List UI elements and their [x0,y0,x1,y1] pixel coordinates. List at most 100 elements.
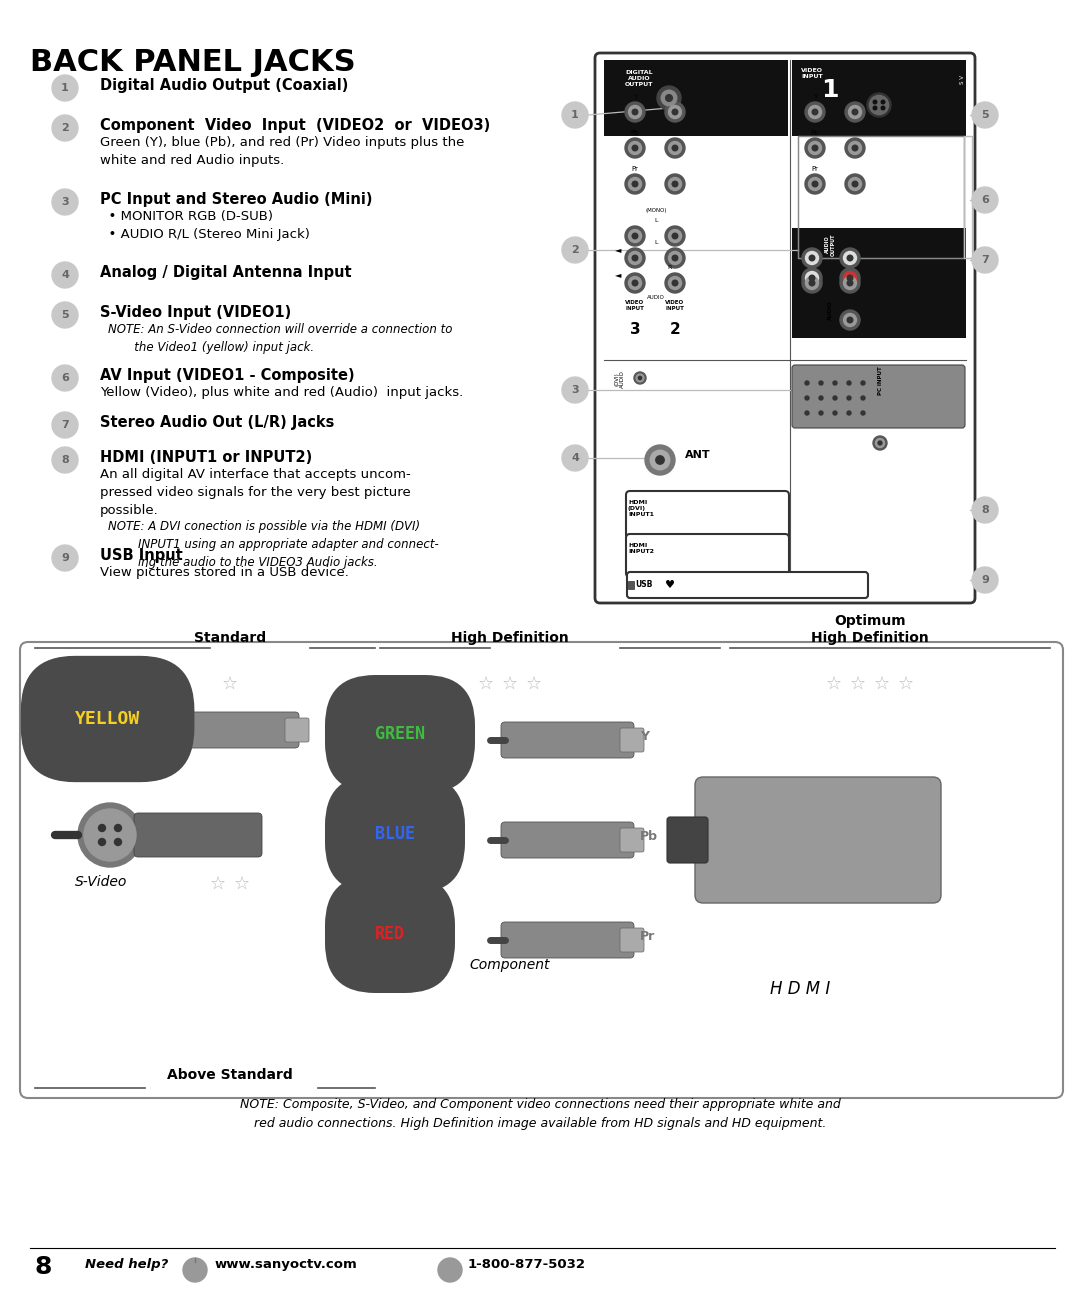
FancyBboxPatch shape [626,534,789,577]
Circle shape [672,256,678,261]
Circle shape [812,109,818,115]
Text: High Definition: High Definition [811,631,929,645]
Text: RED: RED [375,926,405,943]
Text: ☆: ☆ [234,874,251,893]
Text: Stereo Audio Out (L/R) Jacks: Stereo Audio Out (L/R) Jacks [100,416,335,430]
Circle shape [52,189,78,215]
Circle shape [812,146,818,151]
Circle shape [669,105,681,118]
Text: ☆: ☆ [850,675,866,694]
FancyBboxPatch shape [620,829,644,852]
Circle shape [78,804,141,867]
Text: ☆: ☆ [874,675,890,694]
Text: Y: Y [813,94,818,100]
Circle shape [672,281,678,286]
Circle shape [629,277,642,290]
Text: HDMI
INPUT2: HDMI INPUT2 [627,543,654,553]
Circle shape [845,102,865,122]
FancyBboxPatch shape [604,60,788,136]
Text: High Definition: High Definition [451,631,569,645]
Circle shape [845,138,865,159]
Circle shape [847,281,853,286]
Text: AUDIO
OUTPUT: AUDIO OUTPUT [825,233,836,256]
Circle shape [972,566,998,593]
Text: ◄: ◄ [615,245,621,254]
FancyBboxPatch shape [501,822,634,857]
FancyBboxPatch shape [156,712,299,749]
Circle shape [629,177,642,190]
Text: PC INPUT: PC INPUT [877,366,882,395]
Circle shape [809,177,822,190]
Circle shape [629,229,642,243]
Text: 1-800-877-5032: 1-800-877-5032 [468,1259,586,1270]
Text: 1: 1 [571,110,579,121]
Circle shape [802,248,822,267]
Text: 6: 6 [981,195,989,205]
Text: 2: 2 [670,323,680,337]
Text: USB: USB [635,579,652,589]
Text: Pr: Pr [632,166,638,172]
Circle shape [52,364,78,391]
Circle shape [840,309,860,330]
Circle shape [840,273,860,292]
Circle shape [847,412,851,416]
Circle shape [650,450,670,469]
Text: Optimum: Optimum [834,614,906,628]
Circle shape [632,256,638,261]
Text: AUDIO: AUDIO [827,300,833,320]
Circle shape [669,142,681,155]
Circle shape [632,233,638,239]
Text: HDMI
(DVI)
INPUT1: HDMI (DVI) INPUT1 [627,499,654,517]
Circle shape [52,75,78,101]
Text: 3: 3 [62,197,69,207]
Text: Standard: Standard [194,631,266,645]
Circle shape [809,275,814,281]
Text: 6: 6 [62,374,69,383]
Circle shape [52,115,78,142]
Text: AUDIO: AUDIO [647,295,665,300]
FancyBboxPatch shape [620,728,644,753]
Circle shape [669,229,681,243]
Circle shape [972,102,998,128]
Circle shape [665,174,685,194]
Text: (MONO): (MONO) [645,208,666,212]
Text: Green (Y), blue (Pb), and red (Pr) Video inputs plus the
white and red Audio inp: Green (Y), blue (Pb), and red (Pr) Video… [100,136,464,166]
Circle shape [52,447,78,473]
Circle shape [805,138,825,159]
Text: 8: 8 [62,455,69,465]
Text: Pr: Pr [811,166,819,172]
Text: H D M I: H D M I [770,981,831,998]
FancyBboxPatch shape [696,777,941,903]
Circle shape [843,277,856,290]
Circle shape [849,142,862,155]
Circle shape [52,412,78,438]
Circle shape [972,497,998,523]
Text: L: L [654,218,658,223]
Circle shape [657,87,681,110]
Text: S-Video Input (VIDEO1): S-Video Input (VIDEO1) [100,305,292,320]
Circle shape [809,256,814,261]
Text: BLUE: BLUE [375,825,415,843]
Text: ☆: ☆ [826,675,842,694]
Text: Y: Y [633,94,637,100]
Text: ☆: ☆ [478,675,494,694]
Text: 1: 1 [821,77,839,102]
Circle shape [669,277,681,290]
Text: PC Input and Stereo Audio (Mini): PC Input and Stereo Audio (Mini) [100,191,373,207]
Circle shape [852,146,858,151]
Circle shape [669,252,681,265]
Text: NOTE: Composite, S-Video, and Component video connections need their appropriate: NOTE: Composite, S-Video, and Component … [240,1099,840,1130]
Text: 8: 8 [35,1255,52,1280]
FancyBboxPatch shape [501,722,634,758]
Circle shape [665,102,685,122]
Circle shape [833,382,837,385]
Circle shape [629,142,642,155]
Circle shape [52,545,78,572]
Circle shape [861,412,865,416]
Text: Pb: Pb [631,130,639,136]
FancyBboxPatch shape [627,572,868,598]
Text: ANT: ANT [685,450,711,460]
Circle shape [809,142,822,155]
Text: ☆: ☆ [897,675,914,694]
Text: www.sanyoctv.com: www.sanyoctv.com [215,1259,357,1270]
